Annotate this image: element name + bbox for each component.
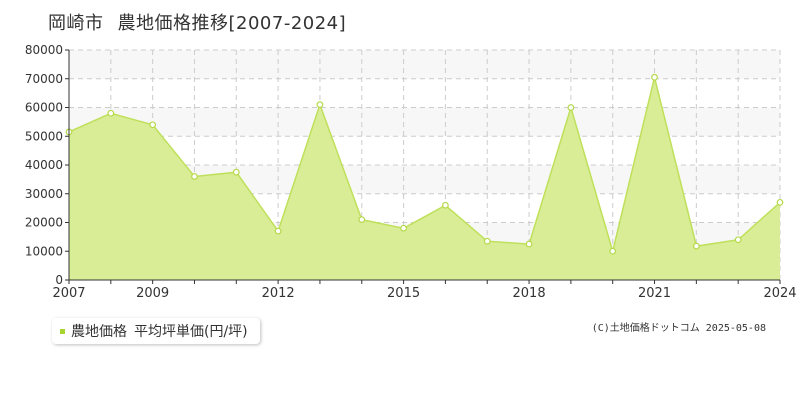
- title-city: 岡崎市: [48, 13, 104, 34]
- chart-title: 岡崎市 農地価格推移[2007-2024]: [48, 9, 346, 35]
- x-tick-label: 2024: [763, 286, 796, 301]
- data-point: [274, 227, 282, 235]
- legend-series-name: 農地価格: [71, 324, 127, 340]
- data-point: [107, 109, 115, 117]
- y-tick-label: 20000: [25, 216, 63, 230]
- title-subtitle: 農地価格推移[2007-2024]: [117, 13, 347, 34]
- legend-marker: [60, 328, 65, 334]
- series-line: [68, 77, 781, 255]
- data-point: [734, 236, 742, 244]
- data-point: [651, 73, 658, 81]
- data-point: [567, 104, 575, 111]
- area-layer: [68, 77, 781, 280]
- grid-band: [69, 107, 780, 137]
- data-point: [692, 242, 700, 250]
- x-tick-label: 2018: [513, 286, 546, 301]
- axes: [65, 49, 781, 284]
- data-point: [609, 247, 617, 255]
- data-point: [149, 121, 157, 129]
- data-point: [525, 240, 533, 248]
- data-point: [191, 173, 198, 180]
- y-tick-label: 60000: [25, 101, 63, 115]
- data-point: [358, 216, 366, 224]
- credit-text: (C)土地価格ドットコム 2025-05-08: [591, 323, 766, 334]
- x-tick-label: 2007: [52, 286, 85, 301]
- data-point: [316, 101, 324, 109]
- data-point: [442, 201, 449, 209]
- x-tick-label: 2021: [638, 286, 671, 301]
- series-area: [69, 77, 780, 280]
- data-point: [483, 237, 491, 245]
- data-point: [400, 224, 407, 232]
- y-tick-label: 80000: [25, 43, 63, 57]
- data-point: [232, 168, 240, 176]
- y-tick-label: 40000: [25, 158, 63, 172]
- grid-band: [69, 50, 780, 79]
- data-points: [65, 73, 784, 255]
- y-tick-label: 50000: [25, 129, 63, 143]
- y-tick-label: 30000: [25, 187, 63, 201]
- x-tick-label: 2015: [387, 286, 420, 301]
- y-tick-label: 0: [55, 273, 63, 287]
- y-tick-label: 10000: [25, 244, 63, 258]
- data-point: [776, 198, 784, 206]
- legend: 農地価格 平均坪単価(円/坪): [52, 318, 260, 344]
- x-tick-labels: 2007 2009 2012 2015 2018 2021 2024: [52, 286, 796, 301]
- x-tick-label: 2009: [136, 286, 169, 301]
- x-tick-label: 2012: [262, 286, 295, 301]
- y-tick-label: 70000: [25, 72, 63, 86]
- legend-unit-label: 平均坪単価(円/坪): [134, 324, 248, 340]
- y-tick-labels: 0 10000 20000 30000 40000 50000 60000 70000 8000…: [25, 43, 63, 287]
